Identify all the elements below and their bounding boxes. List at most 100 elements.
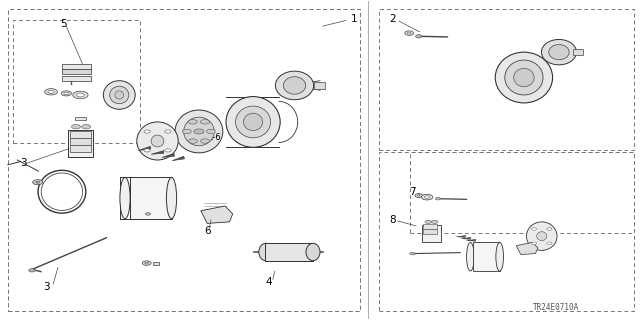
Circle shape — [410, 252, 415, 255]
Ellipse shape — [467, 243, 474, 271]
Ellipse shape — [166, 178, 177, 219]
Ellipse shape — [120, 178, 130, 219]
Circle shape — [36, 181, 40, 183]
Polygon shape — [172, 156, 184, 161]
Polygon shape — [456, 236, 466, 237]
Ellipse shape — [184, 117, 214, 146]
Circle shape — [207, 129, 216, 134]
Ellipse shape — [151, 135, 164, 147]
Bar — [70, 131, 92, 138]
Circle shape — [547, 228, 552, 230]
Circle shape — [144, 130, 150, 133]
Bar — [8, 9, 360, 311]
Polygon shape — [151, 151, 164, 154]
Polygon shape — [516, 243, 538, 254]
Ellipse shape — [137, 122, 178, 160]
Circle shape — [532, 228, 537, 230]
Circle shape — [188, 139, 197, 143]
Circle shape — [532, 242, 537, 244]
Bar — [265, 243, 313, 260]
Text: 6: 6 — [204, 226, 211, 236]
Ellipse shape — [226, 97, 280, 147]
Bar — [130, 178, 172, 219]
Circle shape — [72, 124, 81, 129]
Polygon shape — [201, 206, 233, 223]
Circle shape — [404, 31, 413, 35]
Bar — [379, 152, 634, 311]
Circle shape — [164, 149, 171, 152]
Circle shape — [45, 89, 58, 95]
Circle shape — [194, 129, 204, 134]
Bar — [573, 49, 583, 55]
Text: 8: 8 — [389, 215, 396, 225]
Circle shape — [424, 196, 429, 198]
Ellipse shape — [275, 71, 314, 100]
Text: 7: 7 — [409, 187, 416, 197]
Circle shape — [144, 149, 150, 152]
Polygon shape — [467, 239, 476, 241]
Ellipse shape — [109, 86, 129, 104]
Bar — [473, 243, 500, 271]
Circle shape — [431, 220, 438, 223]
Bar — [379, 9, 634, 150]
Circle shape — [200, 120, 209, 124]
Ellipse shape — [495, 52, 552, 103]
Circle shape — [145, 262, 148, 264]
Circle shape — [182, 129, 191, 134]
Bar — [410, 152, 634, 233]
Text: 3: 3 — [20, 158, 27, 168]
Bar — [8, 9, 360, 311]
Bar — [423, 224, 437, 229]
Polygon shape — [461, 237, 471, 239]
Ellipse shape — [175, 110, 223, 153]
Circle shape — [82, 124, 91, 129]
Circle shape — [200, 139, 209, 143]
Circle shape — [73, 91, 88, 99]
Ellipse shape — [505, 60, 543, 95]
Bar — [75, 116, 86, 120]
Bar — [62, 64, 91, 69]
Circle shape — [421, 194, 433, 200]
Bar — [68, 130, 93, 157]
Bar — [62, 76, 91, 81]
Bar — [70, 138, 92, 145]
Circle shape — [77, 93, 84, 97]
Ellipse shape — [115, 91, 124, 99]
Ellipse shape — [537, 232, 547, 241]
Circle shape — [407, 32, 411, 34]
Text: 5: 5 — [61, 19, 67, 28]
Circle shape — [145, 213, 150, 215]
Circle shape — [417, 195, 420, 196]
Circle shape — [425, 220, 431, 223]
Ellipse shape — [103, 81, 135, 109]
Polygon shape — [162, 154, 175, 157]
Text: TR24E0710A: TR24E0710A — [532, 303, 579, 312]
Ellipse shape — [284, 77, 306, 94]
Ellipse shape — [236, 106, 271, 138]
Ellipse shape — [541, 39, 577, 65]
Ellipse shape — [244, 113, 262, 131]
Ellipse shape — [527, 222, 557, 251]
Bar — [423, 229, 437, 234]
Ellipse shape — [496, 243, 504, 271]
Circle shape — [48, 90, 54, 93]
Circle shape — [33, 180, 43, 185]
Circle shape — [29, 269, 35, 272]
Ellipse shape — [306, 243, 320, 261]
Text: 1: 1 — [351, 14, 357, 24]
Bar — [62, 69, 91, 74]
Text: 2: 2 — [389, 14, 396, 24]
Ellipse shape — [514, 68, 534, 87]
Bar — [153, 262, 159, 265]
Circle shape — [415, 194, 422, 197]
Bar — [314, 82, 325, 89]
Circle shape — [435, 197, 440, 200]
Bar — [13, 20, 140, 142]
Ellipse shape — [548, 44, 569, 60]
Circle shape — [188, 120, 197, 124]
Ellipse shape — [259, 243, 273, 261]
Ellipse shape — [38, 170, 86, 213]
Polygon shape — [138, 146, 151, 150]
Text: 3: 3 — [43, 282, 49, 292]
Circle shape — [61, 91, 72, 96]
